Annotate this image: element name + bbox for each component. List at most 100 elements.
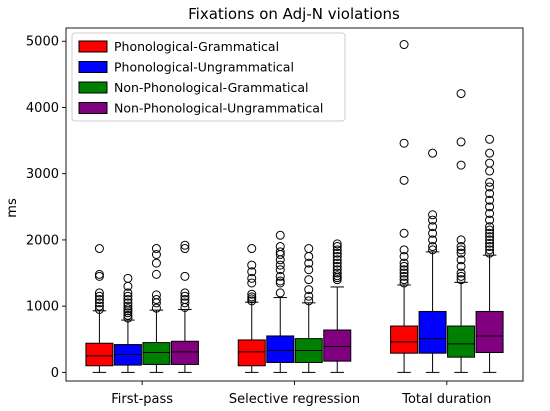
outlier-point [151,290,161,300]
outlier-point [247,273,257,283]
outlier-point [94,244,104,254]
outlier-point [275,230,285,240]
outlier-point [456,268,466,278]
y-axis-label: ms [5,198,20,218]
legend-swatch [78,61,108,73]
outlier-point [94,288,104,298]
outlier-point [428,148,438,158]
outlier-point [399,275,409,285]
outlier-point [94,291,104,301]
outlier-point [428,228,438,238]
outlier-point [275,288,285,298]
outlier-point [94,298,104,308]
outlier-point [332,239,342,249]
outlier-point [332,251,342,261]
outlier-point [332,268,342,278]
outlier-point [304,244,314,254]
outlier-point [94,301,104,311]
outlier-point [332,255,342,265]
plot-area [85,40,504,373]
outlier-point [485,228,495,238]
outlier-point [399,138,409,148]
box [237,339,266,367]
outlier-point [275,276,285,286]
x-tick-label: Selective regression [229,392,360,407]
outlier-point [456,261,466,271]
outlier-point [485,225,495,235]
outlier-point [428,242,438,252]
y-tick-label: 4000 [26,101,59,116]
box [447,325,476,358]
outlier-point [399,258,409,268]
outlier-point [151,250,161,260]
box-plot [475,134,504,373]
y-tick-label: 5000 [26,35,59,50]
outlier-point [123,304,133,314]
y-tick-label: 1000 [26,300,59,315]
outlier-point [123,288,133,298]
outlier-point [304,296,314,306]
box [85,342,114,367]
legend-frame [71,32,346,122]
outlier-point [123,273,133,283]
outlier-point [180,291,190,301]
outlier-point [428,222,438,232]
outlier-point [399,261,409,271]
outlier-point [399,268,409,278]
chart-title: Fixations on Adj-N violations [188,5,400,23]
outlier-point [485,248,495,258]
y-axis: 0 1000 2000 3000 4000 5000 [26,35,66,381]
outlier-point [247,267,257,277]
outlier-point [275,260,285,270]
box-plot [390,40,419,373]
outlier-point [456,271,466,281]
outlier-point [485,134,495,144]
legend-label: Non-Phonological-Ungrammatical [114,101,323,116]
outlier-point [180,288,190,298]
outlier-point [123,295,133,305]
outlier-point [399,175,409,185]
y-tick-label: 2000 [26,233,59,248]
outlier-point [332,258,342,268]
outlier-point [123,301,133,311]
outlier-point [151,244,161,254]
x-axis: First-pass Selective regression Total dura… [111,381,491,407]
box-plot [170,240,199,373]
outlier-point [123,298,133,308]
outlier-point [94,269,104,279]
box-plot [266,230,295,373]
outlier-point [94,295,104,305]
box [418,310,447,354]
outlier-point [456,235,466,245]
outlier-point [332,261,342,271]
outlier-point [428,245,438,255]
outlier-point [428,235,438,245]
x-tick-label: First-pass [111,392,173,407]
outlier-point [485,158,495,168]
box-plot [142,244,171,373]
outlier-point [485,182,495,192]
outlier-point [485,215,495,225]
outlier-point [180,240,190,250]
outlier-point [485,177,495,187]
legend-swatch [78,102,108,114]
box [390,325,419,354]
outlier-point [399,245,409,255]
legend-label: Phonological-Ungrammatical [114,60,294,75]
outlier-point [428,215,438,225]
outlier-point [304,291,314,301]
outlier-point [456,137,466,147]
legend-swatch [78,81,108,94]
outlier-point [247,289,257,299]
box [475,310,504,354]
outlier-point [399,228,409,238]
outlier-point [399,40,409,50]
x-tick-label: Total duration [401,392,491,407]
box-plot [323,239,352,373]
box [170,340,199,365]
outlier-point [485,242,495,252]
outlier-point [275,271,285,281]
outlier-point [151,295,161,305]
outlier-point [456,245,466,255]
